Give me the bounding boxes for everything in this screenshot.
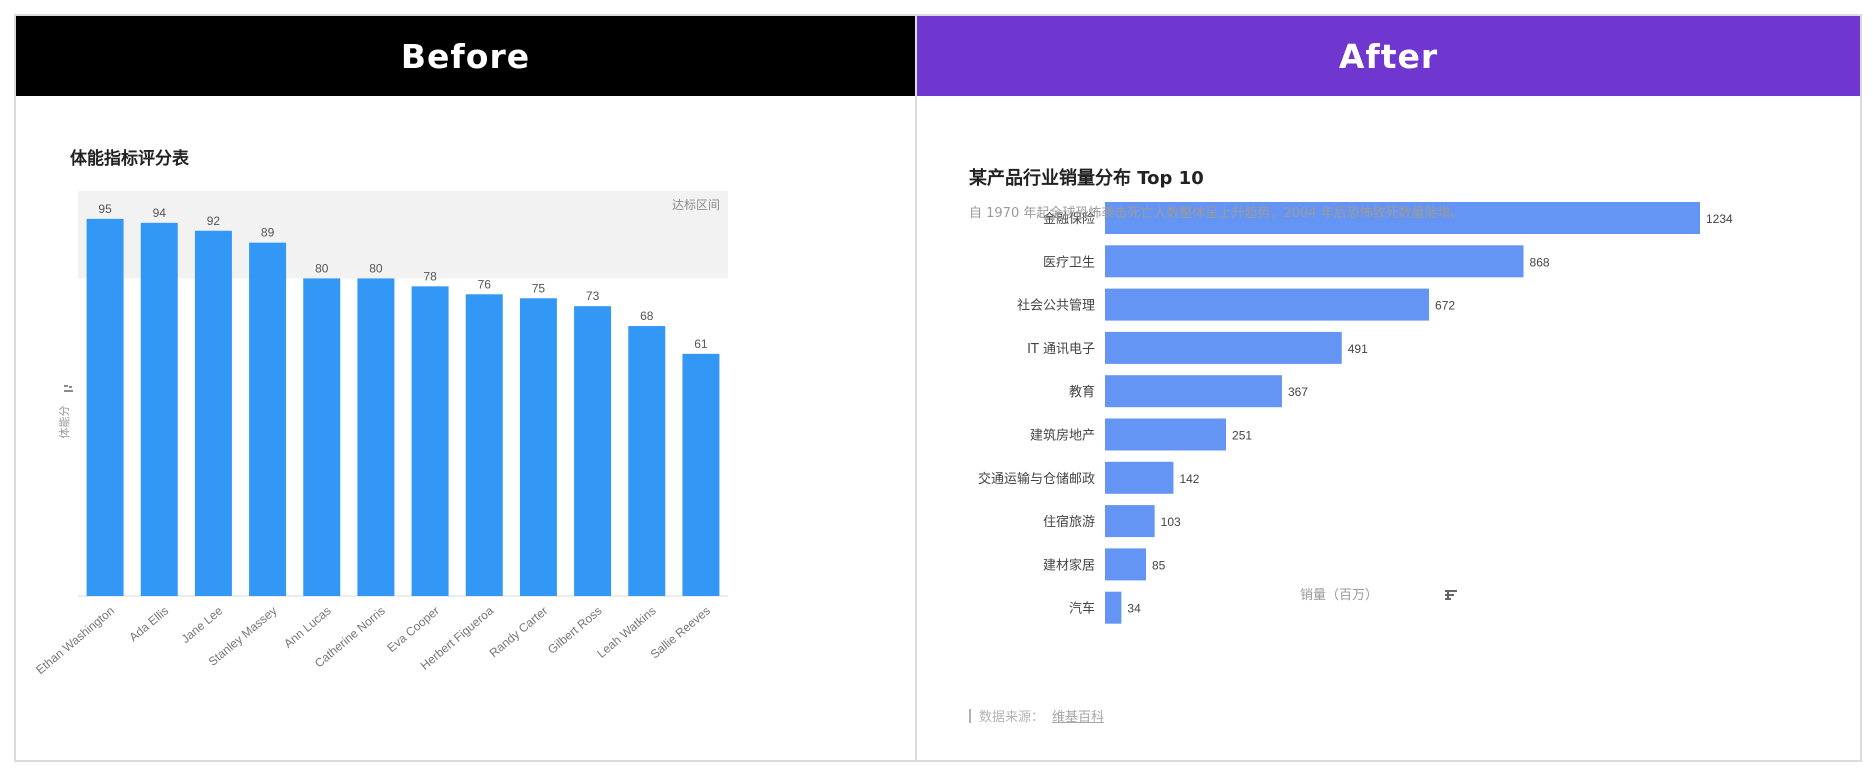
bar-value-label: 85 bbox=[1152, 558, 1166, 572]
y-axis-label: 体能分 bbox=[57, 406, 71, 439]
y-tick-label: 建材家居 bbox=[1043, 557, 1095, 573]
bar bbox=[1105, 461, 1174, 494]
target-range-label: 达标区间 bbox=[672, 198, 720, 212]
bar-value-label: 76 bbox=[478, 277, 492, 291]
x-tick-label: Randy Carter bbox=[487, 604, 551, 661]
y-tick-label: 住宿旅游 bbox=[1043, 514, 1095, 530]
bar bbox=[1105, 375, 1282, 408]
bar bbox=[628, 326, 666, 596]
bar bbox=[1105, 505, 1155, 538]
y-axis-icon bbox=[64, 390, 73, 392]
bar bbox=[249, 242, 287, 597]
bar-value-label: 672 bbox=[1435, 299, 1455, 313]
bar bbox=[411, 286, 449, 596]
bar-value-label: 142 bbox=[1179, 472, 1199, 486]
bar-value-label: 367 bbox=[1288, 385, 1308, 399]
x-tick-label: Sallie Reeves bbox=[648, 604, 713, 662]
bar bbox=[194, 230, 232, 596]
bar-value-label: 1234 bbox=[1706, 212, 1733, 226]
bar bbox=[1105, 331, 1342, 364]
x-tick-label: Ada Ellis bbox=[126, 604, 171, 645]
before-panel: Before 达标区间体能分 95 Ethan Washington 94 Ada El… bbox=[14, 14, 917, 762]
bar bbox=[86, 218, 124, 596]
bar bbox=[574, 306, 612, 596]
before-header: Before bbox=[16, 16, 915, 96]
bar bbox=[519, 298, 557, 596]
y-tick-label: 医疗卫生 bbox=[1043, 255, 1095, 270]
bar-value-label: 92 bbox=[207, 214, 221, 228]
source-label: 数据来源： bbox=[979, 710, 1045, 725]
bar-value-label: 78 bbox=[423, 269, 437, 283]
y-tick-label: IT 通讯电子 bbox=[1027, 342, 1095, 357]
bar-value-label: 95 bbox=[98, 202, 112, 216]
bar bbox=[140, 222, 178, 596]
sort-icon bbox=[1445, 590, 1457, 592]
bar-value-label: 491 bbox=[1348, 342, 1368, 356]
bar-value-label: 68 bbox=[640, 309, 654, 323]
y-tick-label: 交通运输与仓储邮政 bbox=[978, 471, 1095, 487]
y-tick-label: 建筑房地产 bbox=[1030, 428, 1095, 444]
after-bar-chart: 金融保险 1234 医疗卫生 868 社会公共管理 672 IT 通讯电子 491 教育 367 建… bbox=[978, 202, 1733, 624]
x-tick-label: Eva Cooper bbox=[384, 604, 442, 655]
y-tick-label: 汽车 bbox=[1069, 601, 1095, 617]
x-tick-label: Jane Lee bbox=[179, 603, 226, 646]
bar bbox=[303, 278, 341, 596]
bar bbox=[1105, 591, 1122, 624]
target-range-band bbox=[78, 191, 728, 279]
after-header: After bbox=[917, 16, 1860, 96]
y-tick-label: 金融保险 bbox=[1043, 211, 1095, 227]
bar bbox=[1105, 418, 1227, 451]
bar-value-label: 61 bbox=[694, 337, 708, 351]
bar-value-label: 73 bbox=[586, 289, 600, 303]
bar-value-label: 80 bbox=[369, 261, 383, 275]
after-chart-title: 某产品行业销量分布 Top 10 bbox=[969, 168, 1204, 189]
source-link[interactable]: 维基百科 bbox=[1052, 710, 1105, 725]
bar-value-label: 103 bbox=[1161, 515, 1181, 529]
bar-value-label: 80 bbox=[315, 261, 329, 275]
bar bbox=[1105, 245, 1524, 278]
bar-value-label: 89 bbox=[261, 226, 275, 240]
y-tick-label: 教育 bbox=[1069, 384, 1095, 400]
x-tick-label: Ann Lucas bbox=[281, 604, 333, 651]
bar bbox=[357, 278, 395, 596]
bar-value-label: 251 bbox=[1232, 429, 1252, 443]
source-divider bbox=[969, 708, 971, 723]
bar-value-label: 868 bbox=[1530, 255, 1550, 269]
bar bbox=[682, 353, 720, 596]
after-panel: After 金融保险 1234 医疗卫生 868 社会公共管理 672 IT 通讯电子 491… bbox=[915, 14, 1862, 762]
y-tick-label: 社会公共管理 bbox=[1017, 298, 1095, 314]
x-tick-label: Ethan Washington bbox=[33, 604, 117, 677]
after-chart-subtitle: 自 1970 年起全球恐怖袭击死亡人数整体呈上升趋势，2004 年后恐怖致死数量… bbox=[969, 206, 1464, 221]
sort-icon bbox=[1445, 594, 1454, 596]
before-chart-title: 体能指标评分表 bbox=[70, 149, 189, 169]
bar bbox=[1105, 548, 1146, 581]
bar bbox=[1105, 202, 1700, 234]
sort-icon bbox=[1447, 590, 1449, 600]
bar bbox=[465, 294, 503, 596]
y-axis-icon bbox=[69, 386, 72, 388]
x-axis-label: 销量（百万） bbox=[1300, 588, 1378, 603]
bar-value-label: 34 bbox=[1127, 602, 1141, 616]
bar-value-label: 75 bbox=[532, 281, 546, 295]
y-axis-icon bbox=[64, 385, 68, 387]
bar-value-label: 94 bbox=[153, 206, 167, 220]
bar bbox=[1105, 288, 1430, 321]
data-source: 数据来源： 维基百科 bbox=[969, 706, 1104, 725]
